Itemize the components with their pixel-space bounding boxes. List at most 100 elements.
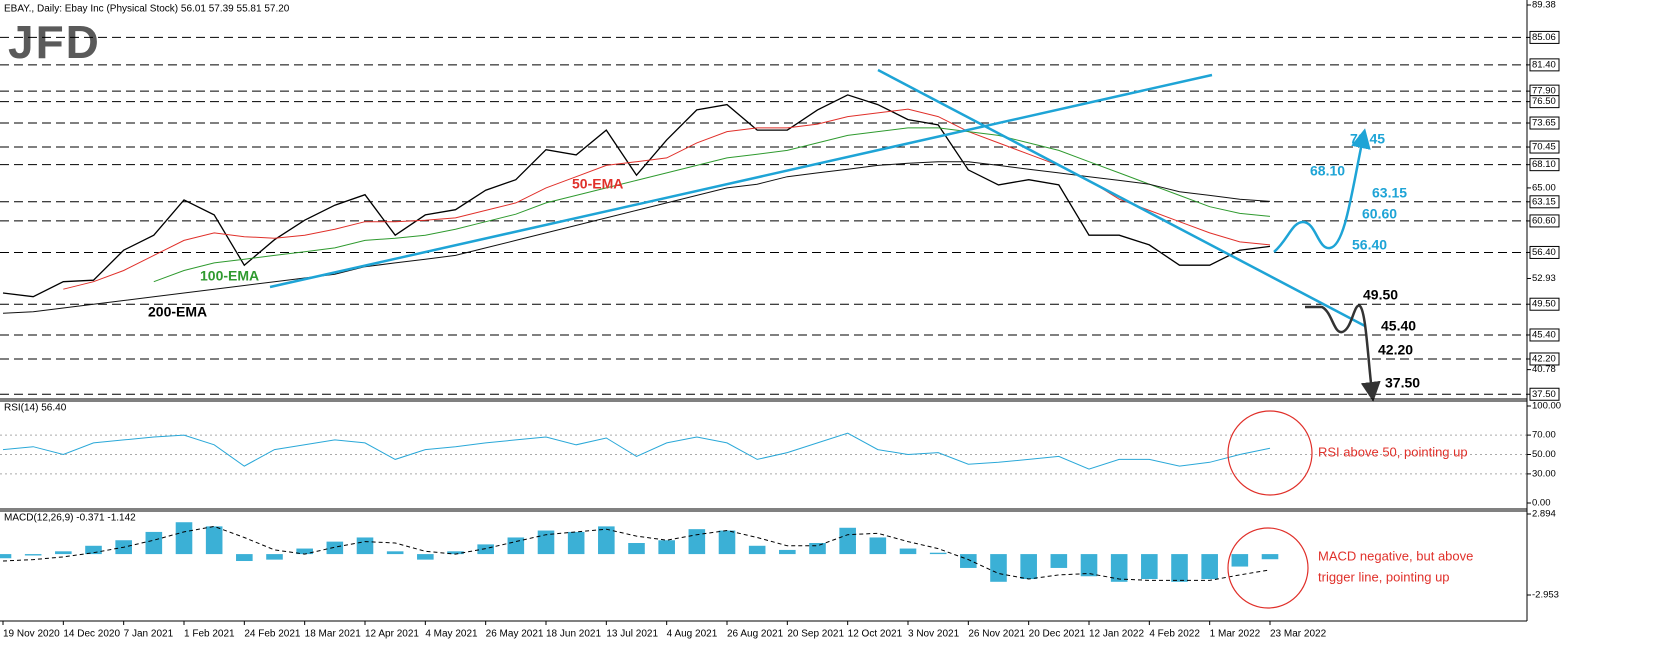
histogram-bar [356,537,374,555]
tick-box [1529,214,1560,228]
histogram-bar [85,545,102,555]
x-tick-label: 3 Nov 2021 [908,629,960,640]
y-tick-label: 85.06 [1532,32,1556,43]
histogram-bar [417,554,434,560]
x-tick-label: 12 Jan 2022 [1089,629,1144,640]
highlight-circle [1227,410,1313,496]
histogram-bar [718,530,736,555]
y-tick-label: 63.15 [1532,196,1556,207]
y-tick-label: 70.00 [1532,430,1556,441]
histogram-bar [145,531,163,555]
macd-note: MACD negative, but above [1318,548,1473,563]
y-tick-label: 40.78 [1532,364,1556,375]
rsi-note: RSI above 50, pointing up [1318,444,1468,459]
y-tick-label: 49.50 [1532,299,1556,310]
histogram-bar [567,531,585,555]
series-line [2,432,1271,470]
histogram-bar [990,554,1007,582]
x-tick-label: 13 Jul 2021 [606,629,658,640]
x-tick-label: 24 Feb 2021 [244,629,301,640]
bearish-scenario [1305,304,1381,402]
chart-header: EBAY., Daily: Ebay Inc (Physical Stock) … [4,4,290,15]
uptrend-line [269,73,1213,289]
histogram-bar [779,549,796,555]
x-tick-label: 26 Nov 2021 [968,629,1025,640]
histogram-bar [1050,554,1068,568]
y-tick-label: 77.90 [1532,86,1556,97]
y-tick-label: 73.65 [1532,118,1556,129]
histogram-bar [628,543,645,555]
ema-label: 100-EMA [200,268,259,284]
tick-box [1529,352,1560,366]
y-tick-label: 50.00 [1532,449,1556,460]
y-tick-label: 76.50 [1532,96,1556,107]
rsi-title: RSI(14) 56.40 [4,403,67,414]
x-tick-label: 14 Dec 2020 [63,629,120,640]
histogram-bar [688,529,706,555]
histogram-bar [175,522,193,555]
histogram-bar [1201,554,1218,580]
histogram-bar [296,548,313,555]
x-tick-label: 4 Feb 2022 [1149,629,1200,640]
histogram-bar [1141,554,1158,580]
tick-box [1529,387,1560,401]
y-tick-label: 0.00 [1532,498,1551,509]
histogram-bar [0,554,12,559]
x-tick-label: 4 Aug 2021 [667,629,718,640]
series-line [2,525,1271,581]
histogram-bar [748,545,766,555]
x-tick-label: 12 Apr 2021 [365,629,419,640]
level-label: 68.10 [1310,163,1345,179]
histogram-bar [447,551,464,555]
tick-box [1529,95,1560,109]
histogram-bar [1231,554,1249,567]
y-tick-label: 52.93 [1532,273,1556,284]
y-tick-label: 2.894 [1532,509,1556,520]
tick-box [1529,328,1560,342]
histogram-bar [1171,554,1188,582]
x-tick-label: 1 Mar 2022 [1210,629,1261,640]
tick-box [1529,58,1560,72]
y-tick-label: 65.00 [1532,182,1556,193]
level-label: 42.20 [1378,342,1413,358]
level-label: 70.45 [1350,131,1385,147]
tick-box [1529,158,1560,172]
histogram-bar [24,554,42,556]
x-tick-label: 18 Jun 2021 [546,629,601,640]
x-tick-label: 18 Mar 2021 [305,629,362,640]
x-tick-label: 20 Sep 2021 [787,629,844,640]
x-tick-label: 26 Aug 2021 [727,629,784,640]
histogram-bar [899,548,917,555]
macd-note: trigger line, pointing up [1318,569,1450,584]
histogram-bar [960,554,977,568]
histogram-bar [1020,554,1037,580]
histogram-bar [839,527,856,555]
tick-box [1529,140,1560,154]
series-line [2,161,1271,314]
y-tick-label: 45.40 [1532,329,1556,340]
histogram-bar [266,554,283,560]
histogram-bar [477,544,494,555]
histogram-bar [205,526,223,555]
bullish-scenario [1273,128,1371,253]
x-tick-label: 23 Mar 2022 [1270,629,1327,640]
tick-box [1529,116,1560,130]
downtrend-line [877,68,1366,328]
x-tick-label: 26 May 2021 [486,629,544,640]
level-label: 60.60 [1362,206,1397,222]
y-tick-label: 56.40 [1532,247,1556,258]
histogram-bar [869,537,887,555]
logo: JFD [8,16,101,68]
histogram-bar [326,541,344,555]
tick-box [1529,30,1560,44]
histogram-bar [809,543,826,555]
histogram-bar [55,551,72,555]
ema-label: 50-EMA [572,176,623,192]
histogram-bar [1261,554,1279,560]
level-label: 49.50 [1363,287,1398,303]
tick-box [1529,297,1560,311]
x-tick-label: 7 Jan 2021 [124,629,174,640]
x-tick-label: 20 Dec 2021 [1029,629,1086,640]
